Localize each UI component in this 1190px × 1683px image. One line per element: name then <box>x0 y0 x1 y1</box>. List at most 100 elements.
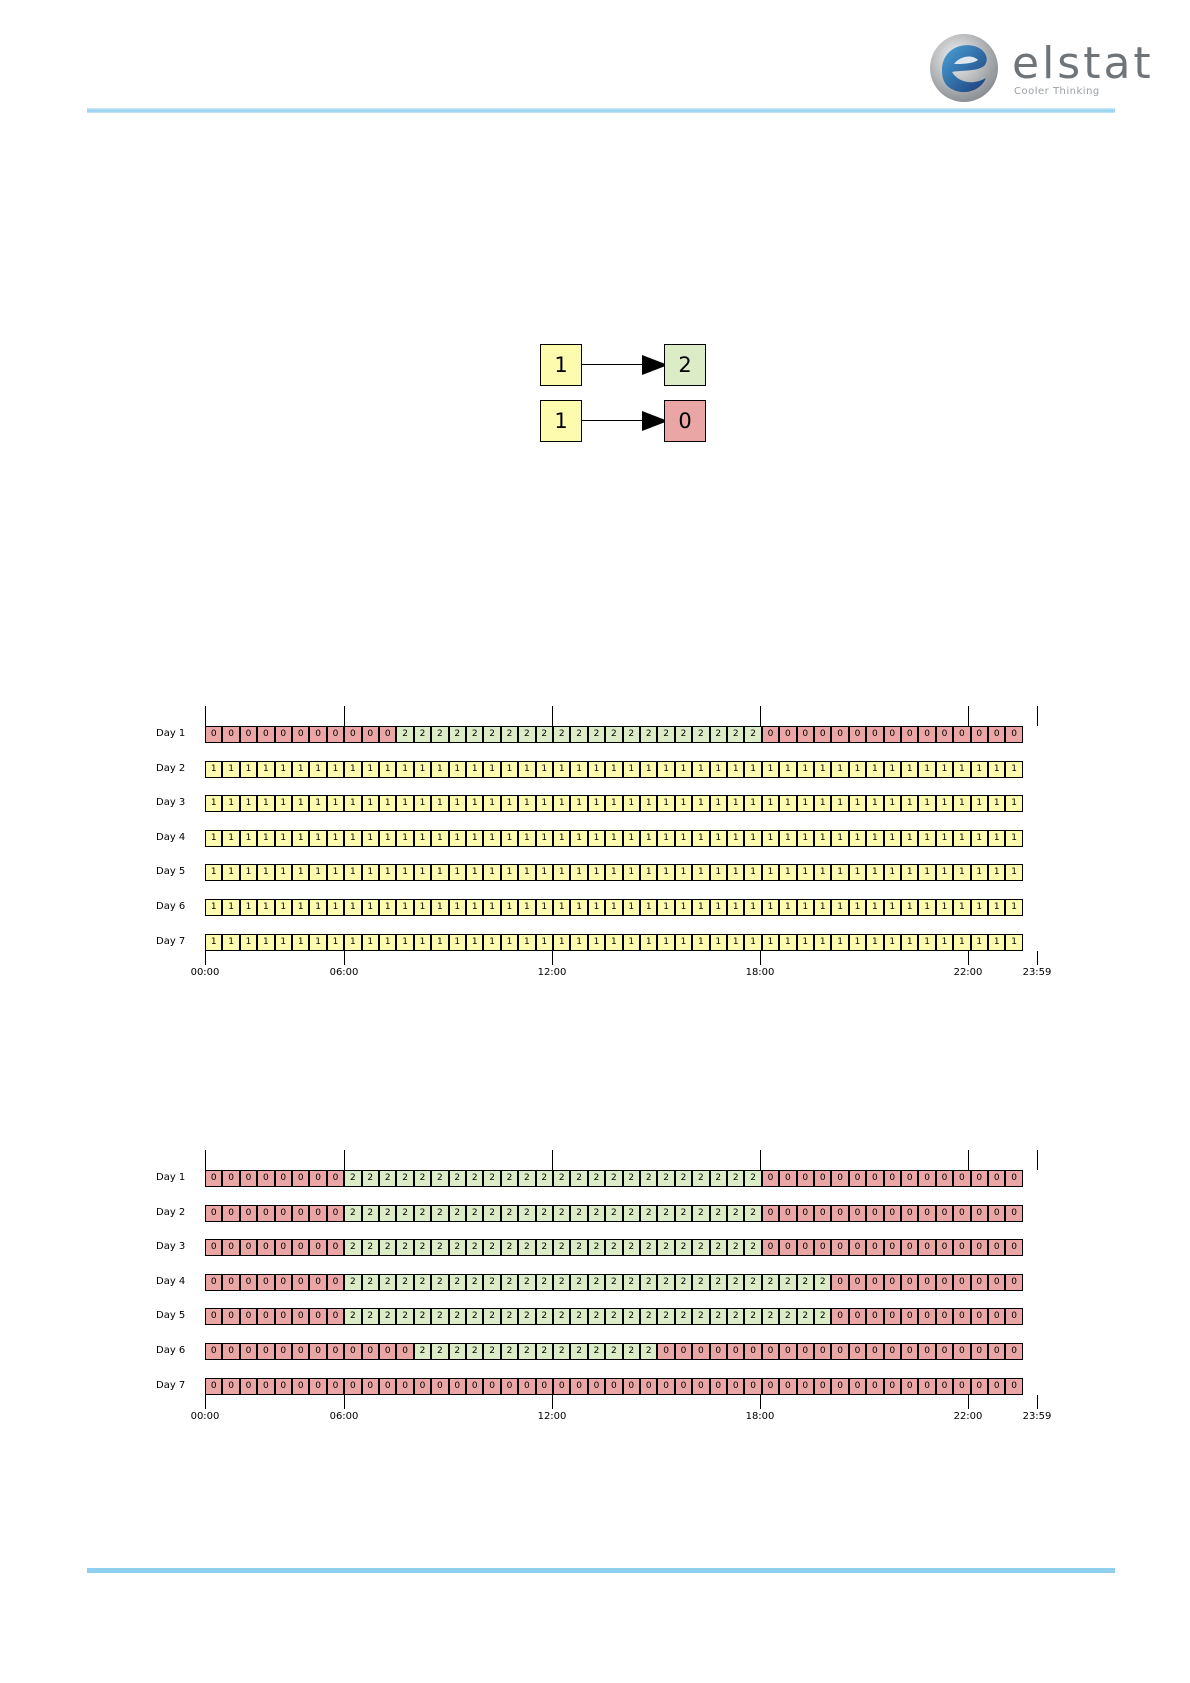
schedule-cell: 2 <box>535 1273 553 1291</box>
schedule-cell: 1 <box>448 899 466 916</box>
elstat-logo: elstat Cooler Thinking <box>928 32 1151 108</box>
schedule-cell: 1 <box>379 829 397 847</box>
schedule-cell: 2 <box>709 1273 727 1291</box>
schedule-cell: 0 <box>901 726 919 743</box>
schedule-cell: 2 <box>466 1343 484 1360</box>
schedule-cell: 0 <box>796 1170 814 1187</box>
schedule-cell: 1 <box>431 795 449 813</box>
day-label: Day 7 <box>156 1379 186 1391</box>
schedule-cell: 0 <box>831 1170 849 1187</box>
schedule-cell: 2 <box>657 1170 675 1187</box>
schedule-cell: 2 <box>744 1308 762 1326</box>
schedule-cell: 1 <box>361 829 379 847</box>
schedule-cell: 0 <box>657 1343 675 1360</box>
schedule-cell: 1 <box>709 899 727 916</box>
schedule-cell: 0 <box>657 1377 675 1395</box>
schedule-cell: 1 <box>553 864 571 882</box>
schedule-cell: 1 <box>309 829 327 847</box>
schedule-cell: 2 <box>535 1343 553 1360</box>
schedule-cell: 2 <box>640 1204 658 1222</box>
schedule-cell: 1 <box>622 795 640 813</box>
schedule-cell: 0 <box>257 726 275 743</box>
schedule-cell: 1 <box>640 864 658 882</box>
schedule-cell: 2 <box>483 1273 501 1291</box>
schedule-cell: 1 <box>953 933 971 951</box>
time-tick-label: 22:00 <box>953 1410 983 1422</box>
schedule-cell: 0 <box>257 1170 275 1187</box>
schedule-cell: 1 <box>657 829 675 847</box>
schedule-cell: 1 <box>640 899 658 916</box>
schedule-cell: 2 <box>640 1343 658 1360</box>
schedule-cell: 2 <box>814 1273 832 1291</box>
schedule-cell: 1 <box>431 899 449 916</box>
schedule-cell: 1 <box>935 933 954 951</box>
time-tick-bottom <box>968 1394 969 1409</box>
schedule-cell: 2 <box>535 1204 553 1222</box>
schedule-cell: 0 <box>831 1343 849 1360</box>
schedule-cell: 1 <box>796 864 814 882</box>
schedule-cell: 0 <box>761 1204 780 1222</box>
schedule-cell: 0 <box>431 1377 449 1395</box>
transition-to-box: 2 <box>664 344 706 386</box>
schedule-cell: 0 <box>970 726 988 743</box>
schedule-cell: 1 <box>396 829 414 847</box>
schedule-cell: 1 <box>205 795 223 813</box>
schedule-cell: 1 <box>709 760 727 778</box>
schedule-cell: 0 <box>361 1377 379 1395</box>
schedule-cell: 0 <box>866 1308 884 1326</box>
schedule-cell: 2 <box>622 1343 640 1360</box>
schedule-cell: 0 <box>222 1204 240 1222</box>
schedule-cell: 2 <box>744 1170 762 1187</box>
schedule-cell: 0 <box>309 1239 327 1257</box>
schedule-cell: 1 <box>761 864 780 882</box>
schedule-cell: 0 <box>779 1343 797 1360</box>
arrow-head-icon <box>642 355 668 375</box>
schedule-cell: 0 <box>814 1343 832 1360</box>
schedule-cell: 1 <box>918 899 936 916</box>
schedule-cell: 1 <box>257 829 275 847</box>
schedule-cell: 0 <box>205 1343 223 1360</box>
schedule-cell: 0 <box>796 1239 814 1257</box>
schedule-cell: 2 <box>657 726 675 743</box>
schedule-cell: 0 <box>918 1377 936 1395</box>
schedule-cell: 1 <box>918 760 936 778</box>
schedule-cell: 2 <box>361 1308 379 1326</box>
schedule-cell: 1 <box>309 795 327 813</box>
schedule-cell: 0 <box>1005 726 1023 743</box>
schedule-cell: 2 <box>605 726 623 743</box>
schedule-cell: 2 <box>709 726 727 743</box>
schedule-cell: 1 <box>587 933 606 951</box>
time-tick-top <box>968 706 969 726</box>
schedule-cell: 0 <box>814 1170 832 1187</box>
schedule-cell: 0 <box>831 1308 849 1326</box>
elstat-logo-icon <box>930 34 998 102</box>
schedule-cell: 0 <box>640 1377 658 1395</box>
schedule-cell: 1 <box>814 899 832 916</box>
schedule-cell: 2 <box>396 1170 414 1187</box>
schedule-cell: 0 <box>953 1343 971 1360</box>
schedule-cell: 1 <box>553 829 571 847</box>
time-tick-label: 18:00 <box>745 966 775 978</box>
schedule-cell: 2 <box>448 1170 466 1187</box>
schedule-cell: 2 <box>448 1204 466 1222</box>
schedule-cell: 2 <box>518 1308 536 1326</box>
schedule-cell: 0 <box>326 1204 345 1222</box>
schedule-cell: 1 <box>761 760 780 778</box>
schedule-cell: 1 <box>1005 933 1023 951</box>
schedule-cell: 0 <box>692 1377 710 1395</box>
schedule-cell: 0 <box>796 1204 814 1222</box>
schedule-cell: 1 <box>448 760 466 778</box>
schedule-cell: 1 <box>413 899 432 916</box>
time-tick-top <box>552 1150 553 1170</box>
schedule-cell: 1 <box>727 829 745 847</box>
schedule-cell: 0 <box>674 1343 693 1360</box>
schedule-cell: 1 <box>657 899 675 916</box>
schedule-cell: 1 <box>535 760 553 778</box>
schedule-cell: 2 <box>518 1170 536 1187</box>
schedule-cell: 1 <box>466 933 484 951</box>
schedule-cell: 1 <box>1005 795 1023 813</box>
arrow-head-icon <box>642 411 668 431</box>
schedule-cell: 0 <box>901 1170 919 1187</box>
schedule-cell: 2 <box>448 1239 466 1257</box>
schedule-cell: 2 <box>761 1273 780 1291</box>
